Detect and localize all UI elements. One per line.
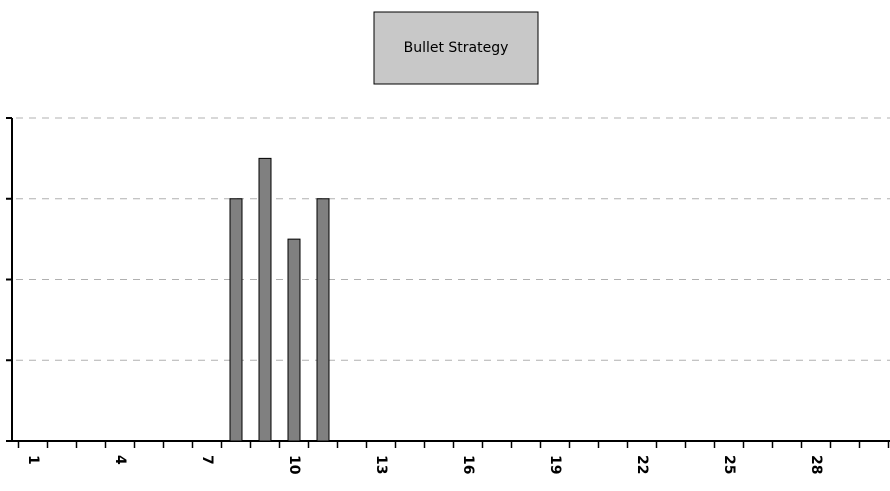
x-tick-label: 10 <box>286 455 302 475</box>
chart-title: Bullet Strategy <box>404 40 509 56</box>
x-tick-label: 22 <box>634 455 650 474</box>
x-tick-label: 1 <box>25 455 41 465</box>
bar <box>316 198 330 442</box>
x-tick-label: 28 <box>808 455 824 474</box>
x-tick-label: 7 <box>199 455 215 465</box>
x-tick-label: 25 <box>721 455 737 474</box>
x-tick-label: 16 <box>460 455 476 474</box>
bar <box>287 238 301 442</box>
x-tick-label: 19 <box>547 455 563 474</box>
x-tick-label: 13 <box>373 455 389 474</box>
bar <box>229 198 243 442</box>
title-box <box>373 11 539 85</box>
bar <box>258 157 272 442</box>
x-tick-label: 4 <box>112 455 128 465</box>
